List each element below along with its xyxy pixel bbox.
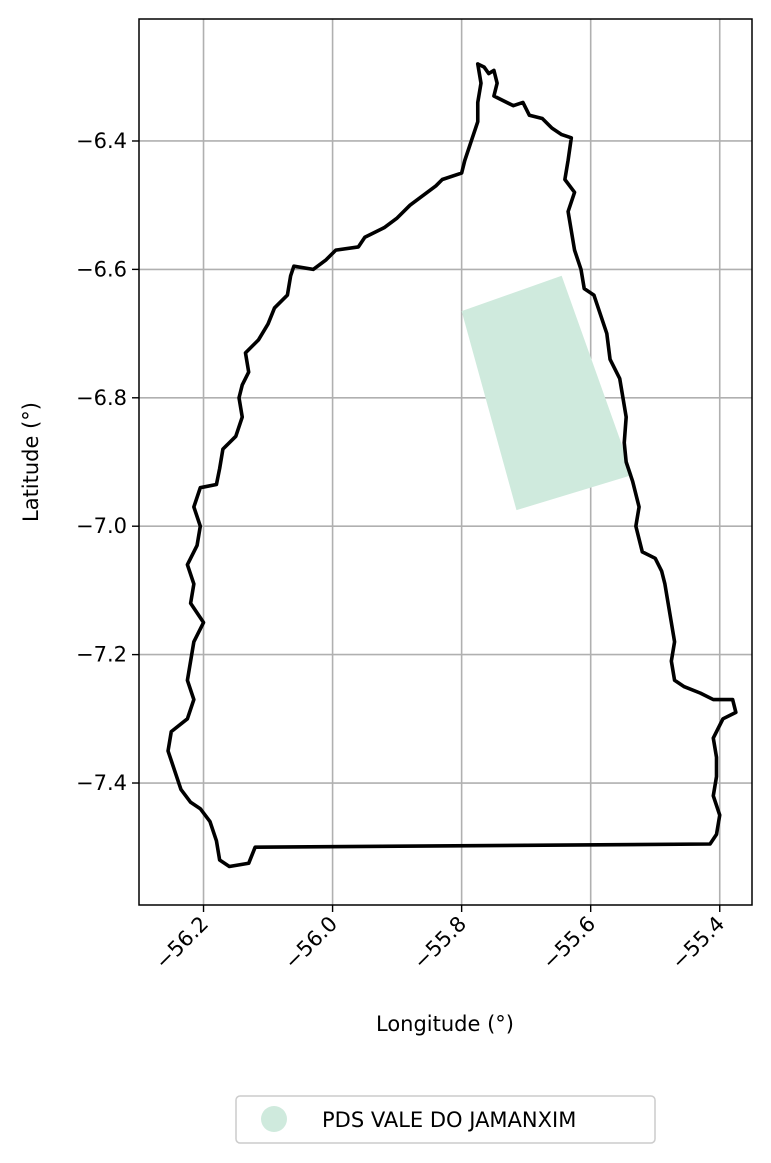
x-axis-title: Longitude (°) (376, 1012, 514, 1036)
legend-marker (261, 1106, 287, 1132)
y-tick-label: −6.8 (76, 386, 127, 410)
plot-frame (138, 18, 753, 906)
legend: PDS VALE DO JAMANXIM (235, 1095, 656, 1144)
area-polygon (461, 275, 633, 511)
y-tick-label: −6.6 (76, 257, 127, 281)
y-tick-label: −7.0 (76, 514, 127, 538)
x-tick-label: −55.4 (667, 912, 729, 974)
protected-areas (461, 275, 633, 511)
y-axis-title: Latitude (°) (19, 402, 43, 522)
grid-lines (139, 19, 752, 905)
y-tick-label: −7.4 (76, 771, 127, 795)
x-axis-ticks: −56.2 −56.0 −55.8 −55.6 −55.4 (151, 905, 729, 974)
y-tick-label: −7.2 (76, 643, 127, 667)
boundary-outline (166, 62, 738, 869)
x-tick-label: −56.2 (151, 912, 213, 974)
boundary-line (166, 62, 738, 869)
y-axis-ticks: −6.4 −6.6 −6.8 −7.0 −7.2 −7.4 (76, 129, 139, 795)
x-tick-label: −55.6 (538, 912, 600, 974)
x-tick-label: −56.0 (280, 912, 342, 974)
x-tick-label: −55.8 (409, 912, 471, 974)
y-tick-label: −6.4 (76, 129, 127, 153)
legend-frame (235, 1095, 656, 1144)
legend-label: PDS VALE DO JAMANXIM (322, 1108, 576, 1132)
